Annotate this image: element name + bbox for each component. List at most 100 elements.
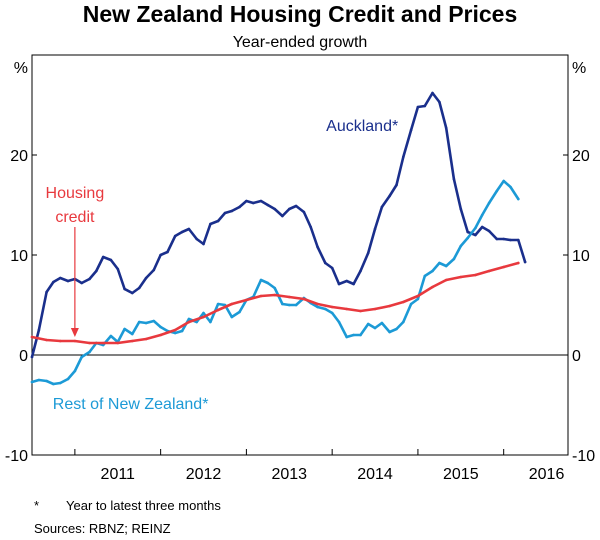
series-point-1 (144, 321, 148, 325)
series-point-2 (487, 269, 491, 273)
series-point-1 (324, 307, 327, 311)
series-point-0 (88, 277, 91, 281)
series-point-2 (288, 295, 291, 299)
series-point-1 (402, 320, 405, 324)
series-line-1 (30, 179, 520, 386)
series-point-1 (380, 321, 384, 325)
y-tick-label-left: 10 (10, 248, 28, 265)
series-point-1 (202, 311, 205, 315)
y-tick-label-left: -10 (5, 448, 28, 465)
series-point-0 (209, 222, 212, 226)
series-point-2 (245, 298, 248, 302)
series-point-2 (359, 309, 362, 313)
series-point-0 (59, 276, 62, 280)
series-point-0 (216, 219, 220, 223)
series-point-1 (187, 317, 191, 321)
annotation-arrow-head (70, 328, 79, 337)
series-point-2 (459, 275, 463, 279)
series-line-0 (30, 91, 527, 359)
series-point-2 (45, 338, 48, 342)
series-point-1 (480, 213, 484, 217)
series-point-1 (52, 382, 55, 386)
x-tick-label: 2014 (357, 466, 393, 483)
series-point-1 (474, 226, 477, 230)
series-point-1 (373, 326, 377, 330)
series-point-2 (330, 305, 334, 309)
series-point-0 (245, 199, 248, 203)
series-point-0 (402, 155, 405, 159)
series-point-1 (216, 302, 220, 306)
series-point-1 (459, 244, 463, 248)
series-point-0 (416, 105, 420, 109)
series-point-0 (380, 205, 384, 209)
series-point-1 (416, 297, 420, 301)
series-point-0 (252, 201, 255, 205)
series-point-2 (88, 341, 91, 345)
series-point-1 (281, 302, 284, 306)
series-point-0 (409, 128, 413, 132)
series-point-1 (395, 327, 398, 331)
series-point-0 (302, 210, 306, 214)
series-point-0 (330, 266, 334, 270)
series-label: Housing (46, 185, 105, 202)
series-point-0 (480, 225, 484, 229)
series-point-0 (324, 261, 327, 265)
series-point-0 (37, 328, 41, 332)
series-point-0 (52, 280, 55, 284)
series-point-1 (337, 320, 341, 324)
series-point-0 (95, 269, 98, 273)
series-point-1 (466, 236, 470, 240)
series-point-2 (144, 337, 148, 341)
series-point-0 (523, 260, 527, 264)
series-point-2 (316, 302, 319, 306)
series-point-2 (101, 341, 105, 345)
y-tick-label-right: 0 (572, 348, 581, 365)
series-point-0 (345, 279, 349, 283)
series-point-0 (495, 237, 499, 241)
x-tick-label: 2013 (271, 466, 307, 483)
series-point-1 (352, 333, 355, 337)
chart-title: New Zealand Housing Credit and Prices (83, 1, 518, 27)
series-point-0 (45, 290, 48, 294)
series-point-0 (487, 229, 491, 233)
series-point-1 (409, 302, 413, 306)
series-point-0 (187, 227, 191, 231)
series-point-1 (495, 189, 499, 193)
series-point-0 (273, 207, 277, 211)
series-point-2 (517, 261, 520, 265)
series-point-1 (359, 333, 362, 337)
series-point-0 (80, 281, 83, 285)
series-point-2 (59, 339, 62, 343)
series-point-0 (288, 207, 291, 211)
series-point-2 (373, 307, 377, 311)
series-point-1 (487, 201, 491, 205)
series-point-1 (259, 278, 263, 282)
series-point-2 (30, 335, 34, 339)
series-point-0 (195, 237, 198, 241)
series-point-2 (216, 308, 220, 312)
series-point-1 (45, 379, 48, 383)
x-tick-label: 2011 (101, 466, 136, 483)
y-tick-label-right: 20 (572, 148, 590, 165)
footnote-text: Year to latest three months (66, 498, 221, 513)
series-point-1 (316, 305, 319, 309)
series-point-1 (238, 310, 241, 314)
chart-subtitle: Year-ended growth (233, 34, 368, 51)
series-label: Rest of New Zealand* (53, 396, 209, 413)
series-point-0 (166, 250, 169, 254)
plot-frame (31, 54, 569, 456)
series-point-1 (209, 320, 212, 324)
series-point-0 (373, 227, 377, 231)
series-point-1 (159, 325, 162, 329)
series-point-2 (345, 307, 349, 311)
series-point-0 (509, 238, 512, 242)
series-point-0 (352, 282, 355, 286)
series-point-1 (388, 330, 391, 334)
series-point-0 (266, 203, 270, 207)
series-point-0 (152, 268, 156, 272)
series-point-0 (337, 282, 341, 286)
series-point-0 (131, 291, 134, 295)
series-point-1 (266, 281, 270, 285)
series-point-0 (431, 91, 434, 95)
series-point-0 (66, 279, 70, 283)
